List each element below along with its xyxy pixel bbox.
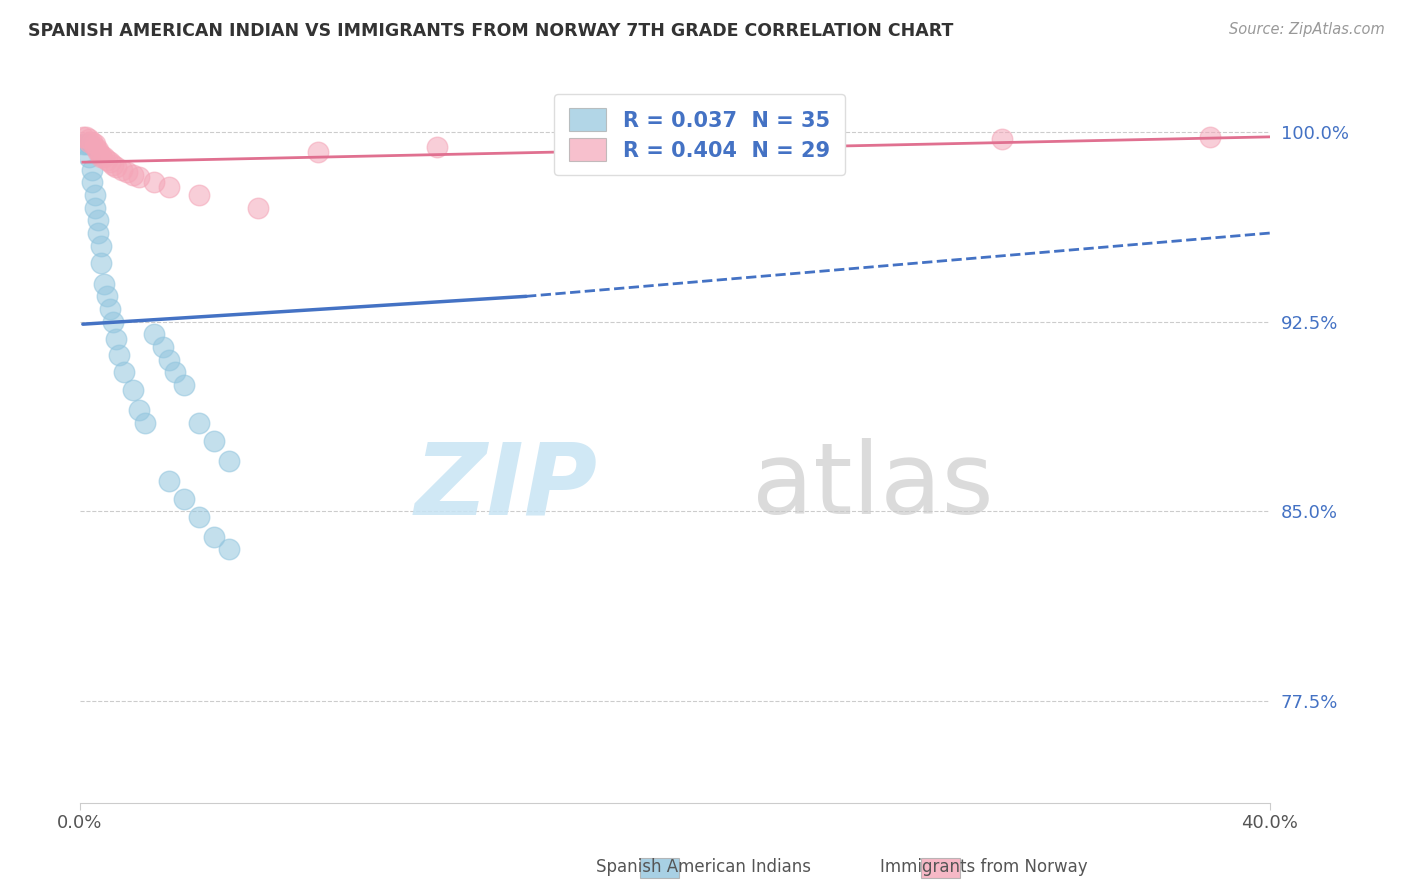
Point bbox=[247, 201, 270, 215]
Point bbox=[165, 365, 187, 379]
Point bbox=[143, 176, 166, 190]
Point bbox=[107, 347, 129, 361]
Point bbox=[83, 188, 105, 202]
Point bbox=[75, 137, 97, 152]
Point bbox=[122, 168, 145, 182]
Point bbox=[90, 238, 112, 252]
Point bbox=[157, 352, 180, 367]
Point bbox=[128, 170, 150, 185]
Point bbox=[104, 160, 127, 174]
Point bbox=[101, 315, 124, 329]
Point bbox=[173, 491, 195, 506]
Text: ZIP: ZIP bbox=[415, 439, 598, 535]
Point bbox=[104, 332, 127, 346]
Point bbox=[72, 137, 94, 152]
Point bbox=[114, 365, 136, 379]
Point bbox=[187, 416, 209, 430]
Point bbox=[77, 150, 100, 164]
Point bbox=[80, 162, 103, 177]
Point bbox=[93, 277, 115, 291]
Point bbox=[101, 158, 124, 172]
Point bbox=[77, 135, 100, 149]
Point bbox=[813, 135, 835, 149]
Point bbox=[218, 454, 240, 468]
Point bbox=[307, 145, 329, 159]
Point bbox=[80, 176, 103, 190]
Point bbox=[157, 180, 180, 194]
Point bbox=[98, 301, 121, 316]
Point bbox=[991, 132, 1014, 146]
Point bbox=[86, 213, 108, 227]
Point bbox=[157, 474, 180, 488]
Legend: R = 0.037  N = 35, R = 0.404  N = 29: R = 0.037 N = 35, R = 0.404 N = 29 bbox=[554, 94, 845, 176]
Point bbox=[90, 256, 112, 270]
Point bbox=[83, 201, 105, 215]
Text: Spanish American Indians: Spanish American Indians bbox=[596, 858, 810, 876]
Point bbox=[77, 132, 100, 146]
Point bbox=[75, 129, 97, 144]
Point bbox=[128, 403, 150, 417]
Point bbox=[202, 434, 225, 448]
Point bbox=[152, 340, 174, 354]
Point bbox=[122, 383, 145, 397]
Point bbox=[187, 188, 209, 202]
Point bbox=[117, 165, 139, 179]
Point bbox=[143, 327, 166, 342]
Point bbox=[98, 155, 121, 169]
Point bbox=[90, 147, 112, 161]
Text: Immigrants from Norway: Immigrants from Norway bbox=[880, 858, 1088, 876]
Point bbox=[72, 129, 94, 144]
Point bbox=[187, 509, 209, 524]
Point bbox=[93, 150, 115, 164]
Point bbox=[173, 378, 195, 392]
Point bbox=[80, 135, 103, 149]
Point bbox=[202, 530, 225, 544]
Point bbox=[90, 150, 112, 164]
Point bbox=[86, 226, 108, 240]
Point bbox=[86, 143, 108, 157]
Point bbox=[1199, 129, 1222, 144]
Text: Source: ZipAtlas.com: Source: ZipAtlas.com bbox=[1229, 22, 1385, 37]
Point bbox=[77, 137, 100, 152]
Point bbox=[134, 416, 156, 430]
Point bbox=[96, 289, 118, 303]
Point bbox=[83, 137, 105, 152]
Text: atlas: atlas bbox=[752, 439, 994, 535]
Point bbox=[86, 145, 108, 159]
Point bbox=[426, 140, 449, 154]
Point bbox=[218, 542, 240, 557]
Point bbox=[96, 153, 118, 167]
Point bbox=[83, 140, 105, 154]
Text: SPANISH AMERICAN INDIAN VS IMMIGRANTS FROM NORWAY 7TH GRADE CORRELATION CHART: SPANISH AMERICAN INDIAN VS IMMIGRANTS FR… bbox=[28, 22, 953, 40]
Point bbox=[110, 162, 132, 177]
